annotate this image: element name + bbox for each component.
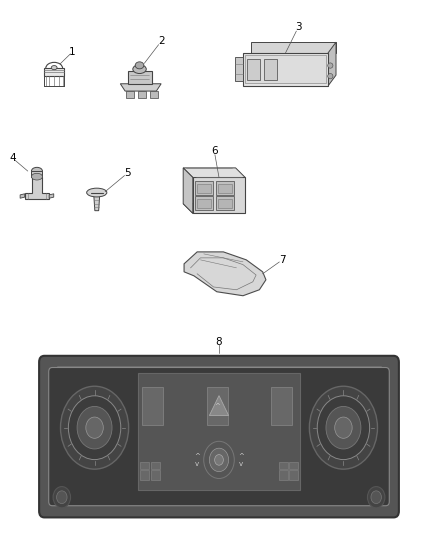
Polygon shape — [243, 53, 328, 86]
Ellipse shape — [60, 386, 129, 469]
Ellipse shape — [77, 407, 112, 449]
Bar — [151, 470, 160, 480]
Ellipse shape — [133, 64, 146, 74]
Polygon shape — [235, 57, 243, 82]
Polygon shape — [126, 91, 134, 99]
Ellipse shape — [87, 188, 107, 197]
Polygon shape — [251, 42, 336, 53]
Ellipse shape — [371, 491, 381, 504]
Polygon shape — [127, 70, 152, 84]
Text: 3: 3 — [295, 22, 301, 33]
Polygon shape — [183, 204, 245, 213]
Ellipse shape — [317, 396, 370, 459]
Text: 6: 6 — [211, 146, 218, 156]
Text: ^: ^ — [194, 453, 200, 459]
Ellipse shape — [57, 491, 67, 504]
Ellipse shape — [204, 441, 234, 479]
FancyBboxPatch shape — [39, 356, 399, 518]
Polygon shape — [138, 91, 145, 99]
Text: 5: 5 — [125, 168, 131, 177]
FancyBboxPatch shape — [49, 368, 389, 506]
Bar — [216, 196, 234, 210]
Bar — [195, 196, 213, 210]
Polygon shape — [120, 84, 161, 91]
Text: ^: ^ — [214, 403, 220, 409]
Polygon shape — [44, 68, 64, 76]
Ellipse shape — [215, 455, 223, 465]
Ellipse shape — [68, 396, 121, 459]
Polygon shape — [49, 194, 54, 198]
Polygon shape — [25, 176, 49, 199]
Text: 1: 1 — [69, 47, 75, 57]
Bar — [247, 59, 261, 80]
Bar — [216, 181, 234, 196]
Text: 7: 7 — [279, 255, 286, 265]
Ellipse shape — [328, 74, 333, 79]
Ellipse shape — [326, 407, 361, 449]
Ellipse shape — [86, 417, 103, 438]
Bar — [219, 184, 233, 193]
Bar — [198, 184, 212, 193]
Bar — [272, 387, 292, 425]
Ellipse shape — [328, 63, 333, 68]
Polygon shape — [193, 177, 245, 213]
Ellipse shape — [335, 417, 352, 438]
Polygon shape — [183, 168, 193, 213]
Bar — [264, 59, 277, 80]
Polygon shape — [328, 42, 336, 86]
Bar — [151, 462, 160, 469]
Text: ^: ^ — [238, 453, 244, 459]
Ellipse shape — [309, 386, 378, 469]
Bar — [140, 470, 149, 480]
Bar — [279, 462, 288, 469]
Bar — [289, 470, 298, 480]
Text: 8: 8 — [215, 337, 223, 347]
Text: v: v — [239, 461, 243, 467]
Ellipse shape — [32, 173, 42, 180]
Ellipse shape — [51, 66, 57, 70]
Text: 4: 4 — [9, 153, 16, 163]
Text: v: v — [195, 461, 199, 467]
Polygon shape — [183, 168, 245, 177]
Bar — [289, 462, 298, 469]
Bar — [142, 387, 162, 425]
Ellipse shape — [32, 167, 42, 175]
Polygon shape — [20, 194, 25, 198]
Text: 2: 2 — [158, 36, 164, 46]
Bar — [207, 387, 228, 425]
Bar — [138, 373, 300, 490]
Bar — [195, 181, 213, 196]
Ellipse shape — [135, 62, 144, 69]
Ellipse shape — [53, 487, 71, 508]
Bar — [245, 55, 326, 83]
Polygon shape — [94, 196, 99, 211]
Ellipse shape — [209, 448, 229, 472]
Bar — [198, 199, 212, 208]
Bar — [32, 171, 42, 176]
Ellipse shape — [367, 487, 385, 508]
Polygon shape — [150, 91, 158, 99]
Polygon shape — [184, 252, 266, 296]
Bar — [279, 470, 288, 480]
Polygon shape — [209, 395, 229, 416]
Bar — [140, 462, 149, 469]
Bar — [219, 199, 233, 208]
